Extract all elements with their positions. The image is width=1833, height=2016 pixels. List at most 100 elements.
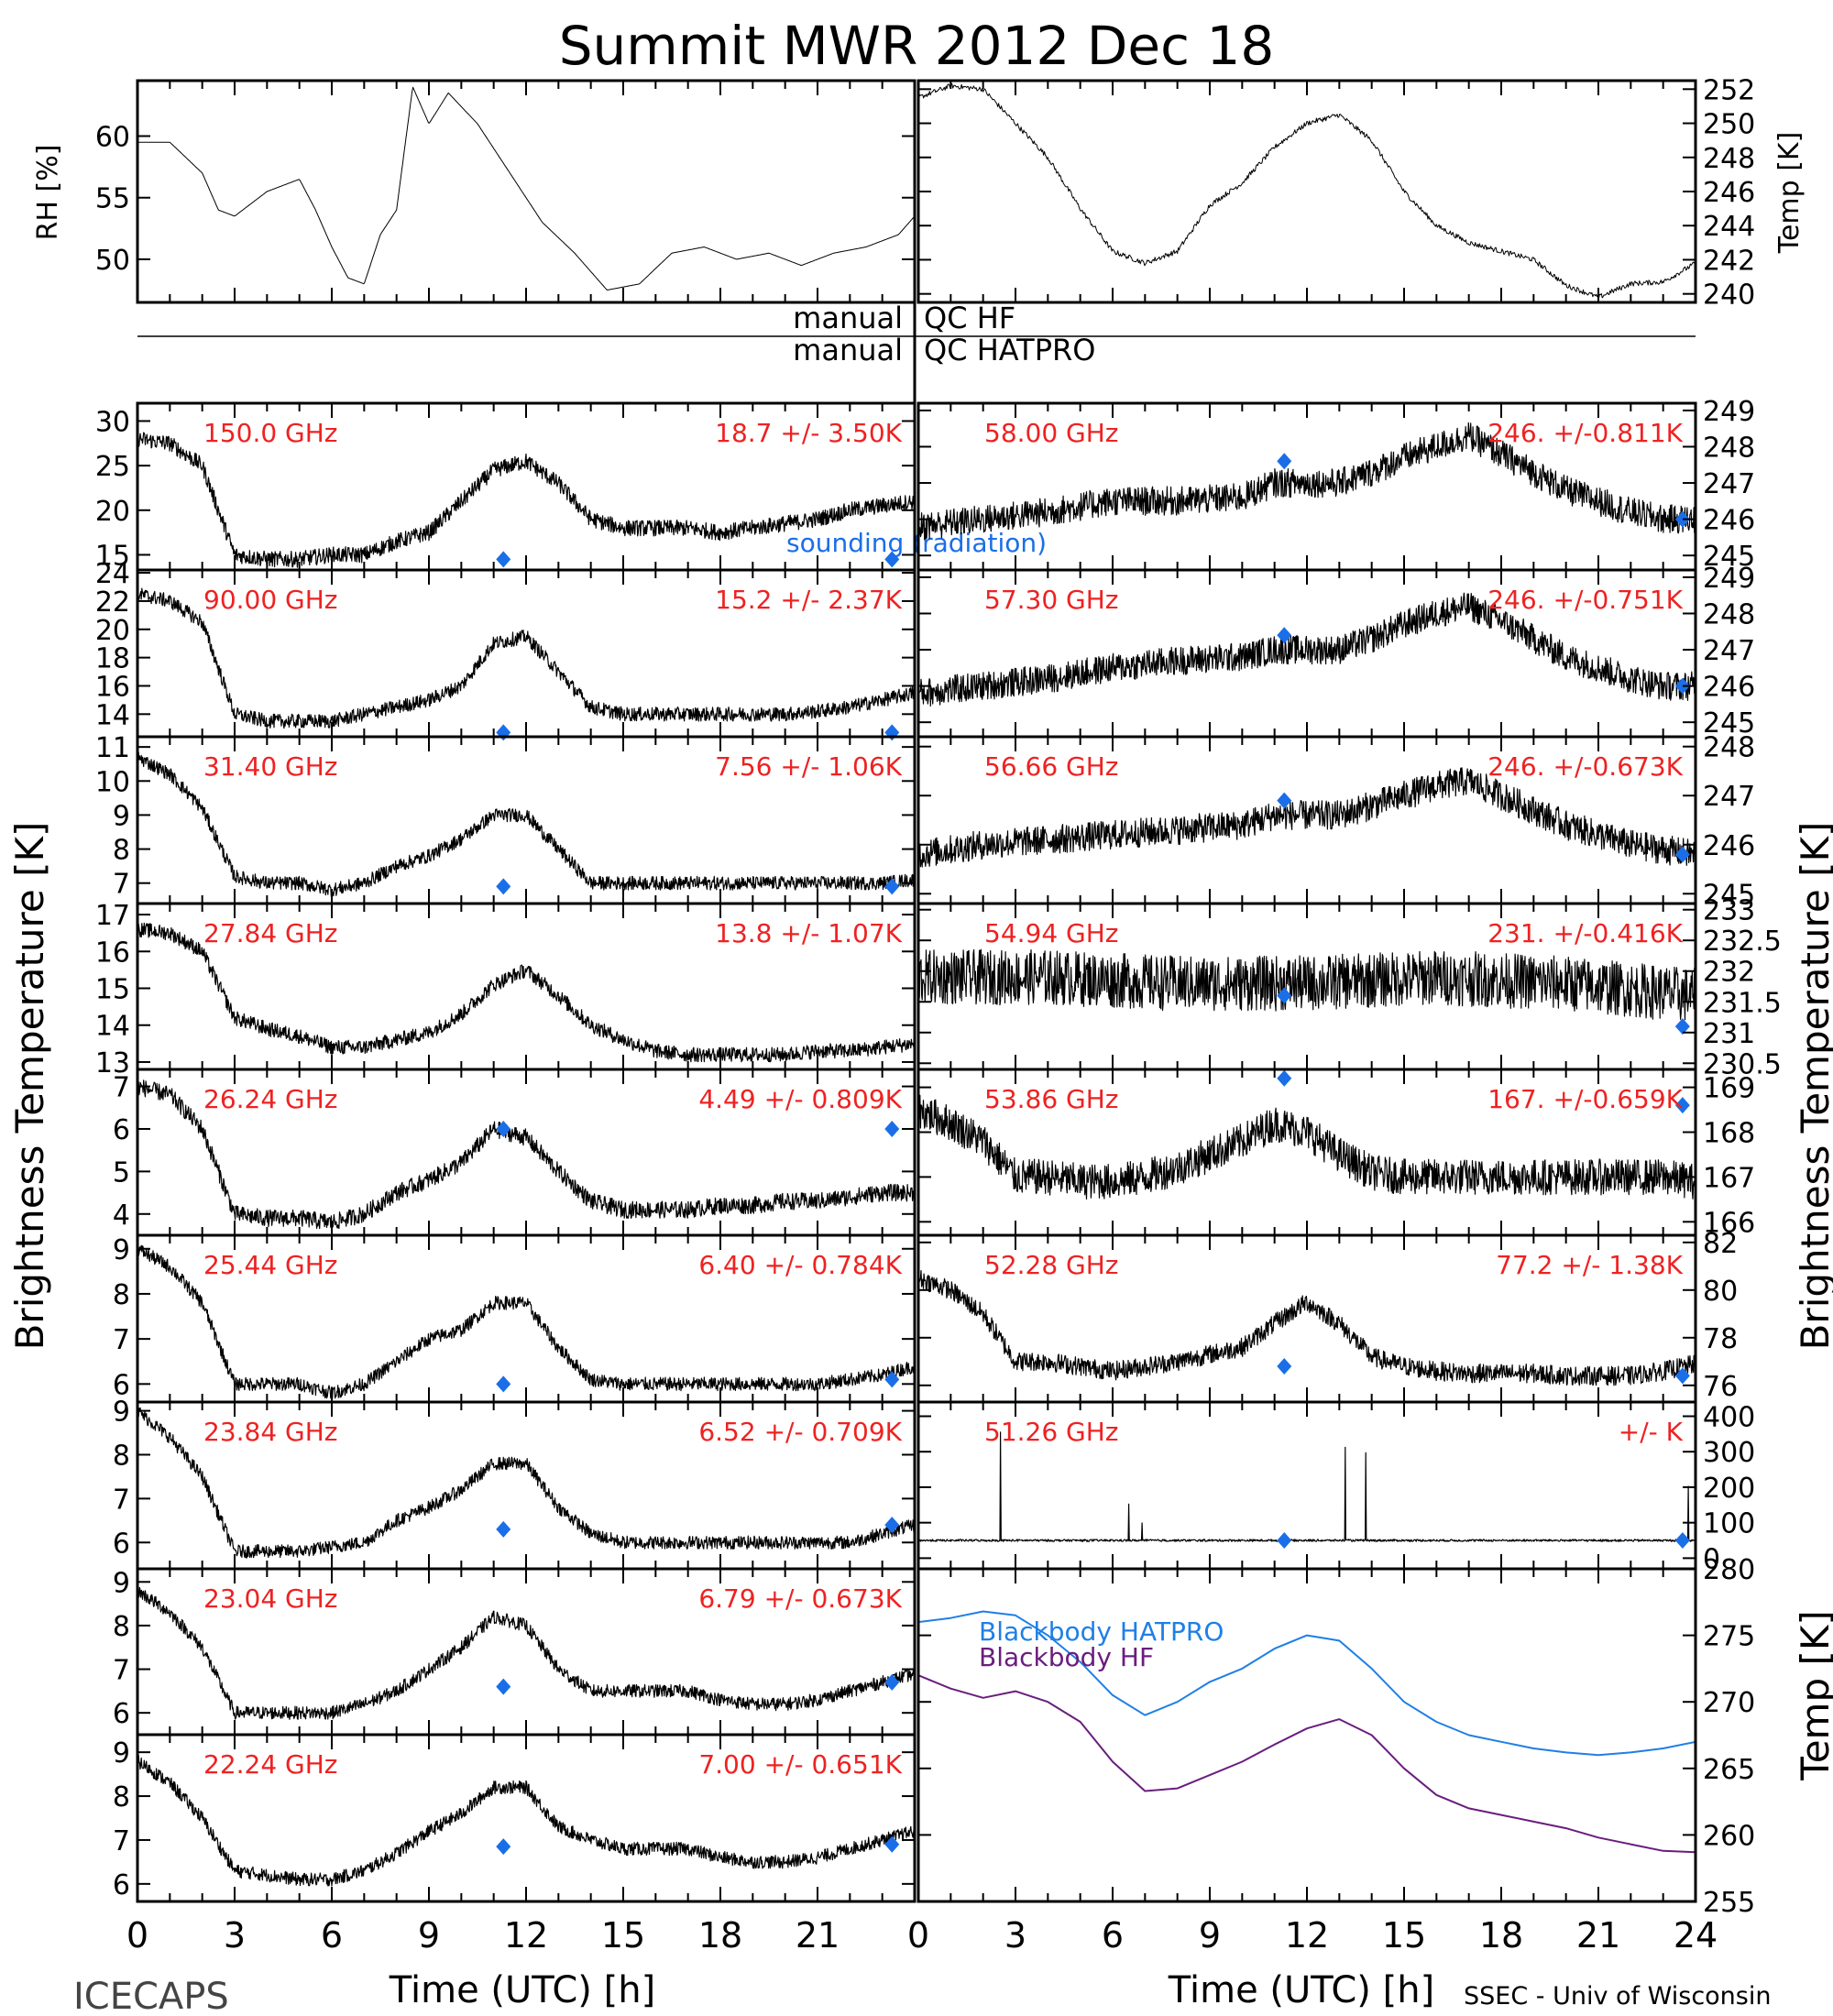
trace-27.84 xyxy=(137,922,915,1063)
y-tick-label: 231.5 xyxy=(1703,987,1782,1019)
y-tick-label: 7 xyxy=(113,869,130,901)
y-tick-label: 76 xyxy=(1703,1371,1738,1403)
sounding-marker-51.26 xyxy=(1674,1532,1690,1550)
y-tick-label: 244 xyxy=(1703,211,1755,243)
x-tick-label: 3 xyxy=(224,1915,246,1956)
x-tick-label: 24 xyxy=(1674,1915,1718,1956)
plot-area-27.84 xyxy=(137,922,915,1063)
y-tick-label: 10 xyxy=(95,766,130,798)
y-tick-label: 245 xyxy=(1703,541,1755,573)
x-tick-label: 18 xyxy=(1479,1915,1523,1956)
y-tick-label: 6 xyxy=(113,1869,130,1901)
y-tick-label: 14 xyxy=(95,699,130,731)
y-tick-label: 16 xyxy=(95,937,130,969)
sounding-marker-52.28 xyxy=(1674,1367,1690,1385)
x-tick-label: 6 xyxy=(321,1915,343,1956)
plot-area-57.30 xyxy=(918,592,1696,707)
channel-freq-label: 52.28 GHz xyxy=(984,1250,1119,1280)
y-tick-label: 7 xyxy=(113,1825,130,1857)
series-hatpro xyxy=(918,1610,1696,1757)
y-tick-label: 13 xyxy=(95,1047,130,1079)
y-tick-label: 200 xyxy=(1703,1473,1755,1505)
y-tick-label: 20 xyxy=(95,615,130,647)
plot-area-rh xyxy=(137,86,915,290)
y-tick-label: 7 xyxy=(113,1072,130,1104)
y-tick-label: 11 xyxy=(95,732,130,764)
sounding-marker-53.86 xyxy=(1674,1097,1690,1114)
trace-51.26 xyxy=(918,1431,1696,1542)
plot-area-90.00 xyxy=(137,587,915,729)
trace-90.00 xyxy=(137,587,915,729)
qc-hf-manual-label: manual xyxy=(793,301,903,335)
panel-56.66: 245 246 247 248 56.66 GHz 246. +/-0.673K xyxy=(916,732,1755,911)
channel-stat-label: 231. +/-0.416K xyxy=(1487,918,1683,948)
sounding-marker-57.30 xyxy=(1277,627,1292,644)
y-tick-label: 18 xyxy=(95,643,130,675)
channel-freq-label: 51.26 GHz xyxy=(984,1417,1119,1447)
y-tick-label: 25 xyxy=(95,451,130,483)
sounding-marker-56.66 xyxy=(1674,846,1690,863)
channel-freq-label: 25.44 GHz xyxy=(203,1250,338,1280)
channel-freq-label: 23.04 GHz xyxy=(203,1583,338,1614)
channel-stat-label: +/- K xyxy=(1619,1417,1684,1447)
qc-hf-label: QC HF xyxy=(924,301,1015,335)
plot-area-54.94 xyxy=(918,948,1696,1021)
channel-stat-label: 18.7 +/- 3.50K xyxy=(715,418,902,448)
y-tick-label: 248 xyxy=(1703,732,1755,764)
y-tick-label: 280 xyxy=(1703,1554,1755,1586)
channel-stat-label: 246. +/-0.673K xyxy=(1487,751,1683,782)
y-tick-label: 15 xyxy=(95,540,130,572)
qc-hatpro-manual-label: manual xyxy=(793,333,903,367)
channel-stat-label: 13.8 +/- 1.07K xyxy=(715,918,902,948)
x-tick-label: 9 xyxy=(418,1915,440,1956)
channel-freq-label: 54.94 GHz xyxy=(984,918,1119,948)
trace-52.28 xyxy=(918,1270,1696,1386)
channel-freq-label: 58.00 GHz xyxy=(984,418,1119,448)
panel-26.24: 4 5 6 7 26.24 GHz 4.49 +/- 0.809K xyxy=(113,1068,916,1237)
sounding-legend: sounding (radiation) xyxy=(786,528,1047,558)
plot-area-53.86 xyxy=(918,1094,1696,1200)
trace-23.84 xyxy=(137,1405,915,1559)
channel-stat-label: 246. +/-0.751K xyxy=(1487,585,1683,615)
y-tick-label: 78 xyxy=(1703,1323,1738,1355)
y-tick-label: 249 xyxy=(1703,563,1755,595)
y-tick-label: 248 xyxy=(1703,432,1755,464)
channel-stat-label: 7.00 +/- 0.651K xyxy=(698,1749,902,1780)
temp-axis-label: Temp [K] xyxy=(1773,132,1806,255)
panel-bb: 255 260 265 270 275 280 xyxy=(916,1554,1755,1919)
trace-temp xyxy=(918,82,1696,299)
panel-frame-temp xyxy=(916,79,1697,304)
y-tick-label: 8 xyxy=(113,1781,130,1813)
y-tick-label: 9 xyxy=(113,800,130,832)
trace-31.40 xyxy=(137,751,915,897)
sounding-marker-25.44 xyxy=(496,1375,511,1393)
y-tick-label: 6 xyxy=(113,1528,130,1560)
y-tick-label: 245 xyxy=(1703,879,1755,911)
y-tick-label: 248 xyxy=(1703,143,1755,175)
y-tick-label: 6 xyxy=(113,1114,130,1146)
y-tick-label: 9 xyxy=(113,1397,130,1429)
y-tick-label: 400 xyxy=(1703,1401,1755,1433)
sounding-marker-23.04 xyxy=(884,1673,900,1691)
channel-stat-label: 77.2 +/- 1.38K xyxy=(1496,1250,1683,1280)
y-tick-label: 246 xyxy=(1703,672,1755,704)
y-tick-label: 15 xyxy=(95,974,130,1006)
y-tick-label: 248 xyxy=(1703,598,1755,630)
sounding-marker-58.00 xyxy=(1674,510,1690,528)
plot-area-temp xyxy=(918,82,1696,299)
y-tick-label: 8 xyxy=(113,1440,130,1472)
y-tick-label: 169 xyxy=(1703,1073,1755,1105)
y-tick-label: 20 xyxy=(95,496,130,528)
y-tick-label: 247 xyxy=(1703,468,1755,500)
y-tick-label: 255 xyxy=(1703,1887,1755,1919)
sounding-marker-31.40 xyxy=(884,878,900,895)
channel-freq-label: 150.0 GHz xyxy=(203,418,338,448)
y-tick-label: 100 xyxy=(1703,1508,1755,1540)
y-tick-label: 24 xyxy=(95,558,130,590)
y-tick-label: 247 xyxy=(1703,781,1755,813)
y-tick-label: 246 xyxy=(1703,830,1755,862)
